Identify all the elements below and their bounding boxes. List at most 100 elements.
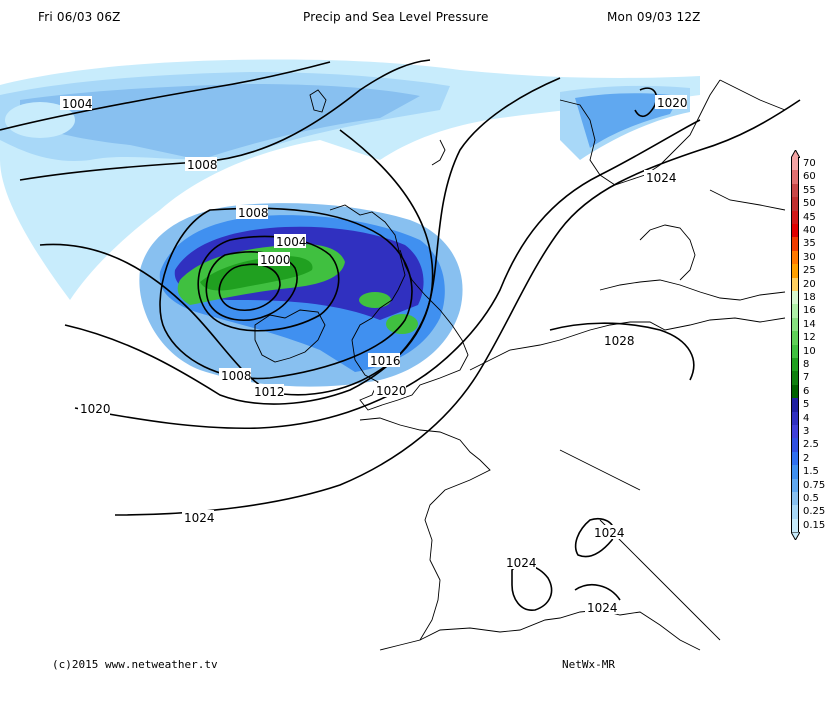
isobar-label: 1016 (370, 354, 401, 368)
isobar-label: 1024 (184, 511, 215, 525)
isobar-label: 1000 (260, 253, 291, 267)
legend-entry: 50 (791, 197, 835, 211)
legend-value: 12 (803, 332, 816, 344)
legend-swatch (791, 210, 799, 224)
precip-layer (0, 59, 700, 387)
legend-top-arrow (791, 150, 800, 158)
legend-value: 40 (803, 225, 816, 236)
legend-swatch (791, 518, 799, 533)
legend-swatch (791, 304, 799, 318)
legend-entry: 20 (791, 277, 835, 291)
legend-swatch (791, 264, 799, 278)
legend-value: 30 (803, 251, 816, 263)
legend-entry: 40 (791, 224, 835, 238)
model-label: NetWx-MR (562, 658, 615, 671)
legend-value: 7 (803, 372, 810, 384)
isobar-label: 1024 (587, 601, 618, 615)
legend-entry: 2 (791, 451, 835, 466)
legend-value: 4 (803, 412, 810, 424)
legend-entry: 3 (791, 425, 835, 439)
legend-value: 0.5 (803, 493, 819, 504)
legend-swatch (791, 358, 799, 372)
legend-entry: 0.5 (791, 492, 835, 506)
legend-value: 8 (803, 359, 810, 370)
legend-entry: 30 (791, 250, 835, 265)
isobar-label: 1024 (594, 526, 625, 540)
legend-entry: 12 (791, 331, 835, 345)
chart-title: Precip and Sea Level Pressure (303, 10, 489, 24)
legend-value: 45 (803, 211, 816, 223)
legend-swatch (791, 505, 799, 519)
start-time-label: Fri 06/03 06Z (38, 10, 121, 24)
legend-entry: 60 (791, 170, 835, 184)
legend-value: 3 (803, 426, 810, 437)
legend-value: 60 (803, 171, 816, 183)
legend-value: 70 (803, 158, 816, 169)
legend-swatch (791, 183, 799, 198)
legend-entry: 45 (791, 210, 835, 224)
legend-swatch (791, 170, 799, 184)
legend-entry: 25 (791, 264, 835, 278)
isobar-label: 1008 (221, 369, 252, 383)
legend-swatch (791, 478, 799, 492)
legend-value: 2.5 (803, 439, 819, 451)
legend-value: 35 (803, 238, 816, 250)
legend-swatch (791, 291, 799, 305)
legend-swatch (791, 344, 799, 358)
legend-swatch (791, 465, 799, 479)
legend-value: 50 (803, 198, 816, 210)
legend-entry: 35 (791, 237, 835, 251)
legend-swatch (791, 492, 799, 506)
legend-entry: 16 (791, 304, 835, 318)
isobar-label: 1008 (187, 158, 218, 172)
legend-value: 0.25 (803, 506, 826, 518)
legend-value: 20 (803, 278, 816, 290)
isobar-label: 1008 (238, 206, 269, 220)
legend-entry: 1.5 (791, 465, 835, 479)
legend-bottom-arrow (791, 532, 800, 540)
legend-entry: 2.5 (791, 438, 835, 452)
legend-value: 16 (803, 305, 816, 317)
isobar-label: 1024 (646, 171, 677, 185)
legend-swatch (791, 317, 799, 332)
isobar-label: 1020 (657, 96, 688, 110)
legend-entry: 14 (791, 317, 835, 332)
legend-value: 0.15 (803, 519, 826, 531)
legend-swatch (791, 384, 799, 399)
legend-value: 10 (803, 345, 816, 357)
legend-swatch (791, 371, 799, 385)
copyright-label: (c)2015 www.netweather.tv (52, 658, 218, 671)
legend-entry: 0.25 (791, 505, 835, 519)
legend-swatch (791, 157, 799, 171)
legend-entry: 5 (791, 398, 835, 412)
isobar-label: 1024 (506, 556, 537, 570)
isobar-label: 1020 (80, 402, 111, 416)
legend-swatch (791, 451, 799, 466)
legend-swatch (791, 425, 799, 439)
valid-time-label: Mon 09/03 12Z (607, 10, 701, 24)
legend-value: 14 (803, 318, 816, 330)
legend-swatch (791, 250, 799, 265)
legend-swatch (791, 331, 799, 345)
legend-swatch (791, 398, 799, 412)
isobar-label: 1012 (254, 385, 285, 399)
legend-swatch (791, 411, 799, 425)
legend-entry: 6 (791, 384, 835, 399)
legend-value: 2 (803, 452, 810, 464)
legend-entry: 55 (791, 183, 835, 198)
isobars (0, 59, 801, 611)
isobar-label: 1004 (276, 235, 307, 249)
isobar-labels: 1004 1008 1008 1004 1000 1008 1012 1016 … (60, 95, 688, 615)
legend-swatch (791, 277, 799, 291)
legend-entry: 0.15 (791, 518, 835, 533)
isobar-label: 1028 (604, 334, 635, 348)
legend-swatch (791, 438, 799, 452)
legend-swatch (791, 197, 799, 211)
legend-value: 25 (803, 265, 816, 277)
legend-entry: 8 (791, 358, 835, 372)
legend-entry: 70 (791, 157, 835, 171)
legend-entry: 18 (791, 291, 835, 305)
legend-entry: 7 (791, 371, 835, 385)
legend-value: 18 (803, 292, 816, 303)
